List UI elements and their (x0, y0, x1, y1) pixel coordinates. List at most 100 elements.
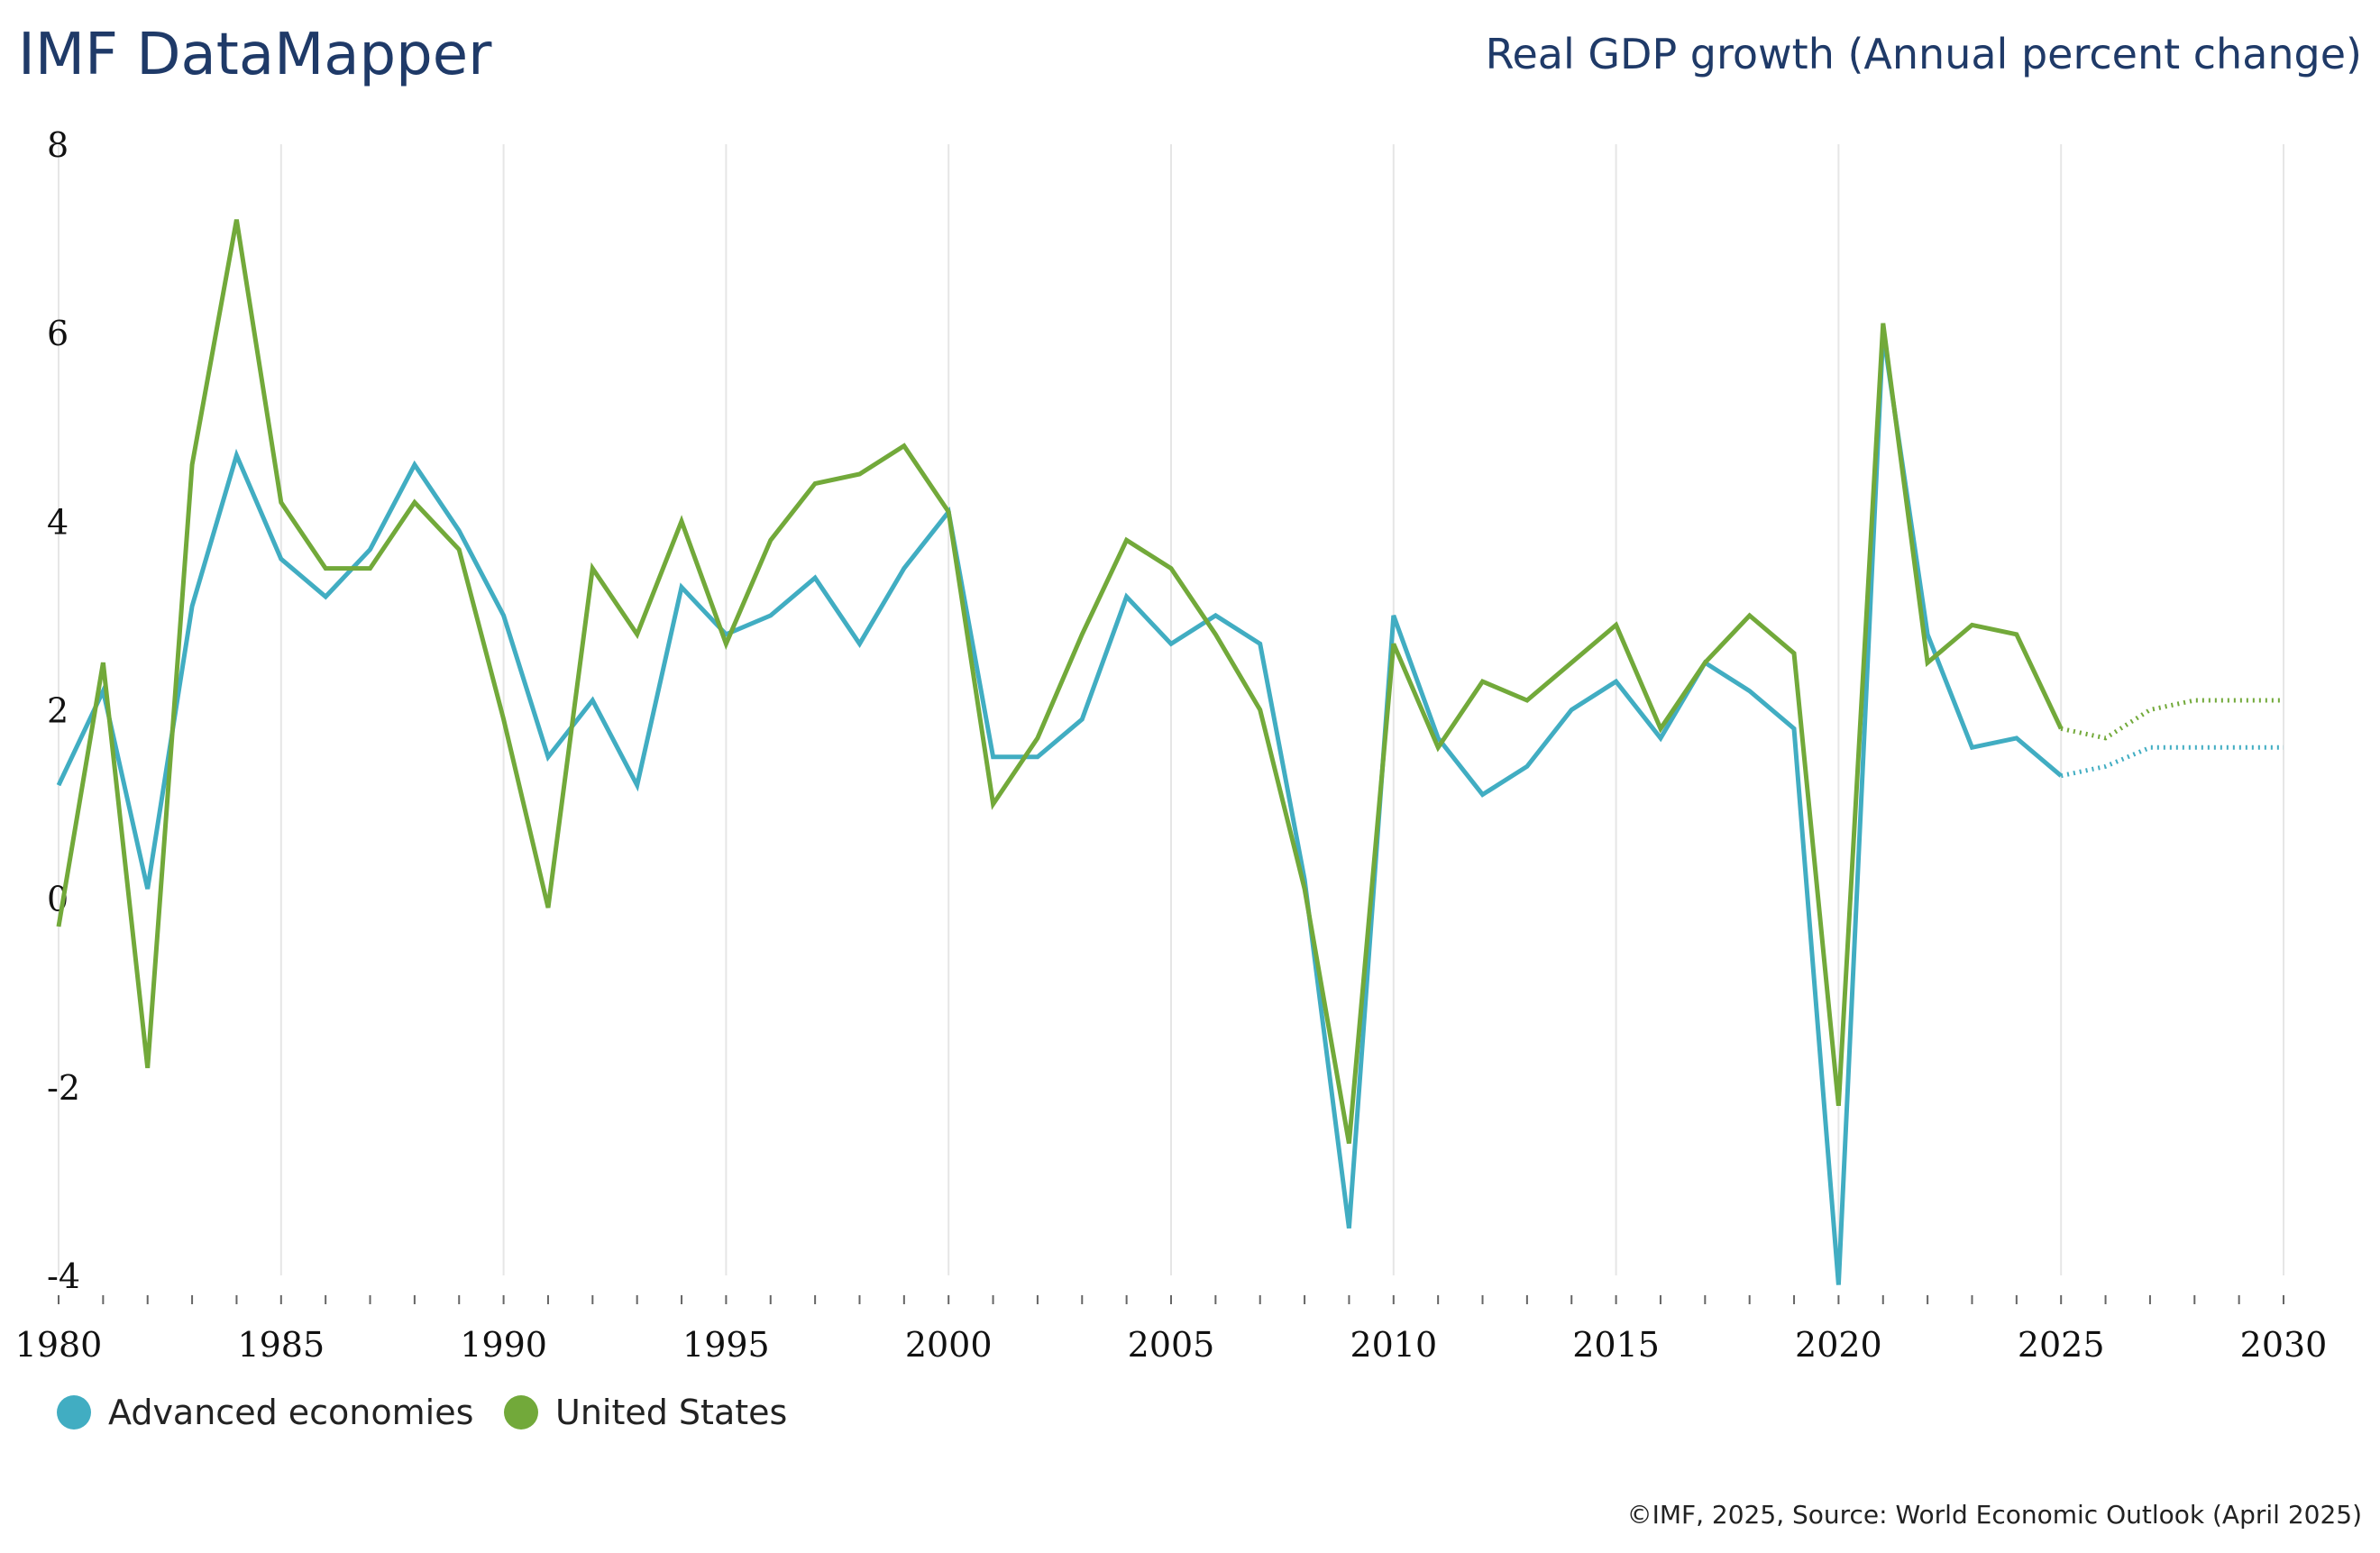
series-point[interactable] (365, 544, 376, 555)
series-point[interactable] (499, 610, 509, 621)
series-point[interactable] (854, 469, 865, 480)
series-point[interactable] (943, 507, 954, 517)
series-point[interactable] (1076, 714, 1087, 725)
series-point[interactable] (1789, 648, 1799, 659)
series-point[interactable] (409, 460, 420, 470)
legend-item[interactable]: United States (504, 1393, 787, 1432)
series-point[interactable] (1210, 629, 1221, 640)
series-point[interactable] (765, 534, 776, 545)
series-point[interactable] (1966, 619, 1977, 630)
series-point[interactable] (2055, 723, 2066, 734)
series-point[interactable] (1789, 723, 1799, 734)
series-point[interactable] (1655, 723, 1666, 734)
series-point[interactable] (231, 450, 242, 461)
series-point[interactable] (1299, 883, 1310, 894)
series-point[interactable] (1522, 695, 1533, 706)
series-point[interactable] (1388, 638, 1399, 649)
series-point[interactable] (988, 799, 999, 809)
series-point[interactable] (187, 460, 197, 470)
series-point[interactable] (632, 780, 643, 790)
series-projection-line[interactable] (2060, 698, 2284, 741)
series-point[interactable] (1833, 1279, 1844, 1290)
series-point[interactable] (1121, 534, 1132, 545)
series-point[interactable] (765, 610, 776, 621)
series-point[interactable] (97, 657, 108, 668)
series-point[interactable] (276, 497, 287, 507)
series-point[interactable] (53, 780, 64, 790)
series-point[interactable] (1922, 657, 1933, 668)
series-point[interactable] (365, 563, 376, 574)
series-point[interactable] (1255, 705, 1266, 716)
series-point[interactable] (2011, 629, 2022, 640)
series-point[interactable] (1478, 790, 1488, 800)
series-point[interactable] (231, 215, 242, 225)
series-point[interactable] (2234, 695, 2245, 706)
series-point[interactable] (899, 441, 910, 452)
series-point[interactable] (453, 525, 464, 536)
series-projection-line[interactable] (2060, 745, 2284, 779)
series-point[interactable] (1343, 1138, 1354, 1149)
series-point[interactable] (1388, 610, 1399, 621)
series-point[interactable] (676, 582, 687, 593)
series-point[interactable] (1611, 676, 1622, 687)
series-point[interactable] (453, 544, 464, 555)
brand-title[interactable]: IMF DataMapper (18, 22, 492, 88)
series-point[interactable] (543, 752, 554, 763)
series-point[interactable] (587, 695, 598, 706)
series-point[interactable] (1121, 591, 1132, 602)
series-point[interactable] (2145, 742, 2156, 753)
series-point[interactable] (1166, 563, 1176, 574)
series-point[interactable] (320, 563, 331, 574)
series-point[interactable] (854, 638, 865, 649)
series-point[interactable] (1166, 638, 1176, 649)
series-point[interactable] (1343, 1223, 1354, 1234)
series-point[interactable] (2011, 733, 2022, 744)
series-point[interactable] (142, 883, 153, 894)
series-point[interactable] (2278, 742, 2289, 753)
series-point[interactable] (53, 921, 64, 932)
series-point[interactable] (2189, 742, 2200, 753)
series-point[interactable] (499, 714, 509, 725)
series-point[interactable] (1478, 676, 1488, 687)
series-point[interactable] (587, 563, 598, 574)
series-point[interactable] (810, 572, 820, 583)
series-point[interactable] (320, 591, 331, 602)
series-point[interactable] (632, 629, 643, 640)
series-point[interactable] (543, 902, 554, 913)
series-point[interactable] (810, 479, 820, 489)
series-line[interactable] (56, 332, 2063, 1285)
series-point[interactable] (1566, 657, 1577, 668)
series-point[interactable] (2278, 695, 2289, 706)
series-point[interactable] (1655, 733, 1666, 744)
series-point[interactable] (1878, 318, 1889, 329)
series-point[interactable] (1255, 638, 1266, 649)
series-point[interactable] (2055, 771, 2066, 781)
series-point[interactable] (1032, 733, 1043, 744)
series-point[interactable] (1522, 761, 1533, 772)
legend-item[interactable]: Advanced economies (57, 1393, 473, 1432)
series-point[interactable] (276, 553, 287, 564)
series-point[interactable] (1566, 705, 1577, 716)
series-point[interactable] (2101, 733, 2111, 744)
series-point[interactable] (1699, 657, 1710, 668)
series-point[interactable] (1966, 742, 1977, 753)
series-point[interactable] (1833, 1101, 1844, 1111)
series-point[interactable] (988, 752, 999, 763)
series-point[interactable] (899, 563, 910, 574)
series-point[interactable] (676, 516, 687, 526)
series-point[interactable] (2101, 761, 2111, 772)
series-point[interactable] (2145, 705, 2156, 716)
series-point[interactable] (1744, 686, 1755, 697)
series-point[interactable] (187, 600, 197, 611)
series-point[interactable] (142, 1063, 153, 1073)
series-point[interactable] (1076, 629, 1087, 640)
series-point[interactable] (1611, 619, 1622, 630)
series-point[interactable] (1744, 610, 1755, 621)
series-point[interactable] (720, 638, 731, 649)
series-point[interactable] (409, 497, 420, 507)
series-line[interactable] (56, 219, 2064, 1145)
series-point[interactable] (2189, 695, 2200, 706)
series-point[interactable] (1032, 752, 1043, 763)
series-point[interactable] (1433, 742, 1443, 753)
series-point[interactable] (1210, 610, 1221, 621)
